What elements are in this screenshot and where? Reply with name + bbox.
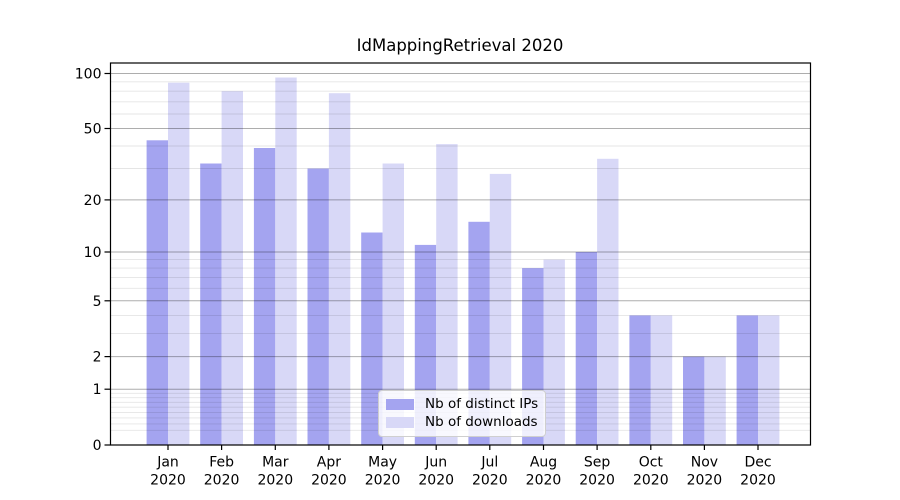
bar-downloads-nov bbox=[704, 356, 726, 445]
legend: Nb of distinct IPs Nb of downloads bbox=[378, 390, 546, 437]
x-tick-label: Dec bbox=[744, 455, 771, 471]
x-tick-label: Jul bbox=[480, 455, 498, 471]
y-tick-label: 0 bbox=[93, 438, 102, 454]
x-tick-year-label: 2020 bbox=[365, 473, 401, 489]
x-tick-year-label: 2020 bbox=[687, 473, 723, 489]
x-tick-label: Oct bbox=[639, 455, 664, 471]
bar-distinct_ips-apr bbox=[307, 168, 329, 445]
x-tick-label: Jan bbox=[156, 455, 179, 471]
x-tick-year-label: 2020 bbox=[150, 473, 186, 489]
bar-distinct_ips-dec bbox=[736, 315, 758, 445]
x-tick-label: Mar bbox=[262, 455, 289, 471]
x-tick-year-label: 2020 bbox=[740, 473, 776, 489]
x-tick-year-label: 2020 bbox=[633, 473, 669, 489]
x-tick-label: Jun bbox=[424, 455, 447, 471]
bar-distinct_ips-jul bbox=[468, 221, 490, 445]
legend-entry-distinct-ips: Nb of distinct IPs bbox=[386, 396, 539, 413]
bar-downloads-mar bbox=[275, 77, 297, 445]
y-tick-label: 20 bbox=[84, 193, 102, 209]
bar-distinct_ips-sep bbox=[575, 252, 598, 445]
x-tick-label: Nov bbox=[691, 455, 718, 471]
bar-downloads-dec bbox=[758, 315, 780, 445]
chart-title: IdMappingRetrieval 2020 bbox=[356, 36, 564, 55]
x-tick-label: Aug bbox=[530, 455, 557, 471]
y-tick-label: 2 bbox=[93, 350, 102, 366]
bar-downloads-aug bbox=[543, 259, 565, 445]
bar-distinct_ips-feb bbox=[200, 163, 222, 445]
bar-distinct_ips-mar bbox=[253, 148, 276, 445]
bar-distinct_ips-oct bbox=[629, 315, 651, 445]
x-tick-label: May bbox=[368, 455, 397, 471]
bar-downloads-oct bbox=[650, 315, 673, 445]
bar-downloads-jul bbox=[489, 173, 512, 445]
legend-swatch-downloads bbox=[386, 416, 414, 428]
x-tick-label: Apr bbox=[317, 455, 341, 471]
x-tick-year-label: 2020 bbox=[204, 473, 240, 489]
x-tick-year-label: 2020 bbox=[311, 473, 347, 489]
x-tick-label: Sep bbox=[584, 455, 611, 471]
y-tick-label: 50 bbox=[84, 122, 102, 138]
x-tick-year-label: 2020 bbox=[526, 473, 562, 489]
y-tick-label: 100 bbox=[75, 67, 102, 83]
legend-label-downloads: Nb of downloads bbox=[425, 413, 538, 430]
bar-downloads-jan bbox=[168, 82, 190, 445]
y-tick-label: 1 bbox=[93, 382, 102, 398]
y-tick-label: 5 bbox=[93, 294, 102, 310]
legend-label-distinct-ips: Nb of distinct IPs bbox=[425, 396, 539, 413]
legend-swatch-distinct-ips bbox=[386, 399, 414, 411]
bar-distinct_ips-nov bbox=[683, 356, 705, 445]
y-tick-label: 10 bbox=[84, 245, 102, 261]
bar-downloads-feb bbox=[221, 91, 243, 445]
bar-downloads-sep bbox=[597, 158, 619, 446]
x-tick-year-label: 2020 bbox=[418, 473, 454, 489]
bar-distinct_ips-may bbox=[361, 232, 383, 445]
x-tick-year-label: 2020 bbox=[472, 473, 508, 489]
x-tick-year-label: 2020 bbox=[257, 473, 293, 489]
plot-border bbox=[109, 62, 812, 446]
bar-distinct_ips-jan bbox=[146, 140, 168, 446]
x-tick-label: Feb bbox=[209, 455, 234, 471]
bar-downloads-apr bbox=[328, 93, 351, 445]
bar-downloads-may bbox=[382, 163, 404, 445]
bar-downloads-jun bbox=[436, 144, 458, 445]
legend-entry-downloads: Nb of downloads bbox=[386, 413, 538, 431]
x-tick-year-label: 2020 bbox=[579, 473, 615, 489]
